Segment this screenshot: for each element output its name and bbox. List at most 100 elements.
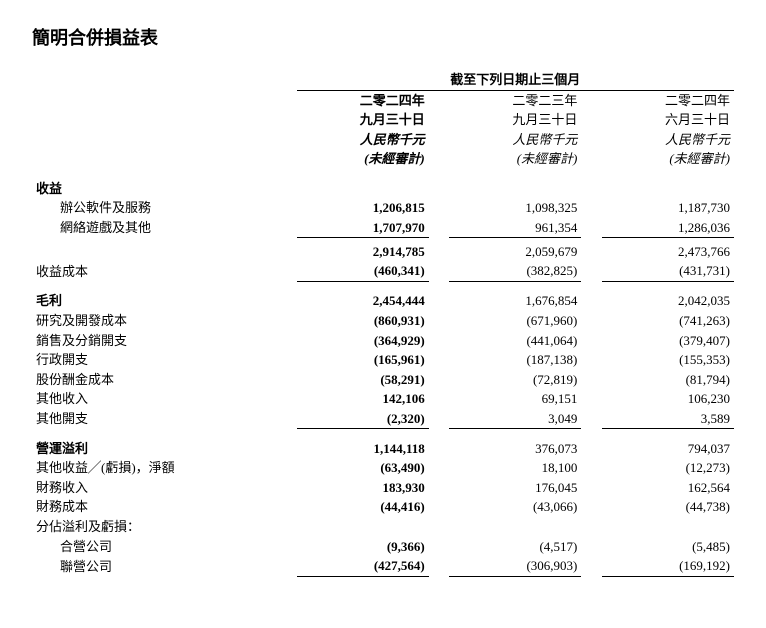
cell: 1,187,730 bbox=[602, 198, 734, 218]
row-label: 銷售及分銷開支 bbox=[32, 331, 297, 351]
cell: 142,106 bbox=[297, 389, 429, 409]
cell: 2,059,679 bbox=[449, 242, 581, 262]
cell: 2,914,785 bbox=[297, 242, 429, 262]
cell: 1,098,325 bbox=[449, 198, 581, 218]
cell: (72,819) bbox=[449, 370, 581, 390]
row-label: 其他開支 bbox=[32, 409, 297, 429]
table-row: 收益成本 (460,341) (382,825) (431,731) bbox=[32, 261, 734, 281]
cell: (5,485) bbox=[602, 537, 734, 557]
col1-line3: 人民幣千元 bbox=[449, 130, 581, 150]
col2-line1: 二零二四年 bbox=[602, 90, 734, 110]
row-label: 財務成本 bbox=[32, 497, 297, 517]
cell: (155,353) bbox=[602, 350, 734, 370]
table-row: 財務收入 183,930 176,045 162,564 bbox=[32, 478, 734, 498]
col2-line2: 六月三十日 bbox=[602, 110, 734, 130]
cell: (441,064) bbox=[449, 331, 581, 351]
cell: 18,100 bbox=[449, 458, 581, 478]
cell: 176,045 bbox=[449, 478, 581, 498]
operating-profit-header: 營運溢利 bbox=[32, 439, 297, 459]
row-label: 收益成本 bbox=[32, 261, 297, 281]
col2-line3: 人民幣千元 bbox=[602, 130, 734, 150]
cell: 1,676,854 bbox=[449, 291, 581, 311]
row-label: 行政開支 bbox=[32, 350, 297, 370]
cell: 162,564 bbox=[602, 478, 734, 498]
cell: (169,192) bbox=[602, 556, 734, 576]
cell: (58,291) bbox=[297, 370, 429, 390]
cell: (9,366) bbox=[297, 537, 429, 557]
cell: (43,066) bbox=[449, 497, 581, 517]
table-row: 其他收入 142,106 69,151 106,230 bbox=[32, 389, 734, 409]
col1-line1: 二零二三年 bbox=[449, 90, 581, 110]
table-row: 研究及開發成本 (860,931) (671,960) (741,263) bbox=[32, 311, 734, 331]
cell: 1,206,815 bbox=[297, 198, 429, 218]
cell: (431,731) bbox=[602, 261, 734, 281]
table-row: 股份酬金成本 (58,291) (72,819) (81,794) bbox=[32, 370, 734, 390]
revenue-header: 收益 bbox=[32, 179, 297, 199]
income-statement-table: 截至下列日期止三個月 二零二四年 二零二三年 二零二四年 九月三十日 九月三十日… bbox=[32, 70, 734, 577]
row-label: 分佔溢利及虧損： bbox=[32, 517, 297, 537]
cell: 183,930 bbox=[297, 478, 429, 498]
cell: (379,407) bbox=[602, 331, 734, 351]
cell: (364,929) bbox=[297, 331, 429, 351]
cell: (4,517) bbox=[449, 537, 581, 557]
table-row: 營運溢利 1,144,118 376,073 794,037 bbox=[32, 439, 734, 459]
cell: 3,589 bbox=[602, 409, 734, 429]
row-label: 其他收入 bbox=[32, 389, 297, 409]
table-row: 財務成本 (44,416) (43,066) (44,738) bbox=[32, 497, 734, 517]
cell: 794,037 bbox=[602, 439, 734, 459]
table-row: 分佔溢利及虧損： bbox=[32, 517, 734, 537]
cell: (671,960) bbox=[449, 311, 581, 331]
row-label bbox=[32, 242, 297, 262]
table-row: 其他開支 (2,320) 3,049 3,589 bbox=[32, 409, 734, 429]
col2-line4: (未經審計) bbox=[602, 149, 734, 169]
row-label: 辦公軟件及服務 bbox=[32, 198, 297, 218]
row-label: 聯營公司 bbox=[32, 556, 297, 576]
cell: (382,825) bbox=[449, 261, 581, 281]
table-row: 毛利 2,454,444 1,676,854 2,042,035 bbox=[32, 291, 734, 311]
row-label: 研究及開發成本 bbox=[32, 311, 297, 331]
cell: (44,738) bbox=[602, 497, 734, 517]
row-label: 股份酬金成本 bbox=[32, 370, 297, 390]
cell: (860,931) bbox=[297, 311, 429, 331]
cell: 961,354 bbox=[449, 218, 581, 238]
row-label: 合營公司 bbox=[32, 537, 297, 557]
col0-line1: 二零二四年 bbox=[297, 90, 429, 110]
col1-line2: 九月三十日 bbox=[449, 110, 581, 130]
gross-profit-header: 毛利 bbox=[32, 291, 297, 311]
row-label: 財務收入 bbox=[32, 478, 297, 498]
page-title: 簡明合併損益表 bbox=[32, 24, 734, 50]
cell: 376,073 bbox=[449, 439, 581, 459]
table-row: 合營公司 (9,366) (4,517) (5,485) bbox=[32, 537, 734, 557]
cell: 3,049 bbox=[449, 409, 581, 429]
col0-line2: 九月三十日 bbox=[297, 110, 429, 130]
cell: (427,564) bbox=[297, 556, 429, 576]
cell: (63,490) bbox=[297, 458, 429, 478]
cell: (2,320) bbox=[297, 409, 429, 429]
row-label: 其他收益╱(虧損)，淨額 bbox=[32, 458, 297, 478]
table-row: 行政開支 (165,961) (187,138) (155,353) bbox=[32, 350, 734, 370]
cell: (460,341) bbox=[297, 261, 429, 281]
cell: 1,144,118 bbox=[297, 439, 429, 459]
table-row: 辦公軟件及服務 1,206,815 1,098,325 1,187,730 bbox=[32, 198, 734, 218]
col1-line4: (未經審計) bbox=[449, 149, 581, 169]
cell: (44,416) bbox=[297, 497, 429, 517]
col0-line3: 人民幣千元 bbox=[297, 130, 429, 150]
table-row: 2,914,785 2,059,679 2,473,766 bbox=[32, 242, 734, 262]
cell: (741,263) bbox=[602, 311, 734, 331]
cell: 2,473,766 bbox=[602, 242, 734, 262]
table-row: 其他收益╱(虧損)，淨額 (63,490) 18,100 (12,273) bbox=[32, 458, 734, 478]
cell: (306,903) bbox=[449, 556, 581, 576]
cell: 1,707,970 bbox=[297, 218, 429, 238]
table-row: 銷售及分銷開支 (364,929) (441,064) (379,407) bbox=[32, 331, 734, 351]
cell: (81,794) bbox=[602, 370, 734, 390]
table-row: 聯營公司 (427,564) (306,903) (169,192) bbox=[32, 556, 734, 576]
cell: (165,961) bbox=[297, 350, 429, 370]
cell: 2,454,444 bbox=[297, 291, 429, 311]
table-row: 網絡遊戲及其他 1,707,970 961,354 1,286,036 bbox=[32, 218, 734, 238]
cell: (12,273) bbox=[602, 458, 734, 478]
period-header: 截至下列日期止三個月 bbox=[297, 70, 734, 90]
cell: 106,230 bbox=[602, 389, 734, 409]
row-label: 網絡遊戲及其他 bbox=[32, 218, 297, 238]
cell: 69,151 bbox=[449, 389, 581, 409]
cell: 1,286,036 bbox=[602, 218, 734, 238]
